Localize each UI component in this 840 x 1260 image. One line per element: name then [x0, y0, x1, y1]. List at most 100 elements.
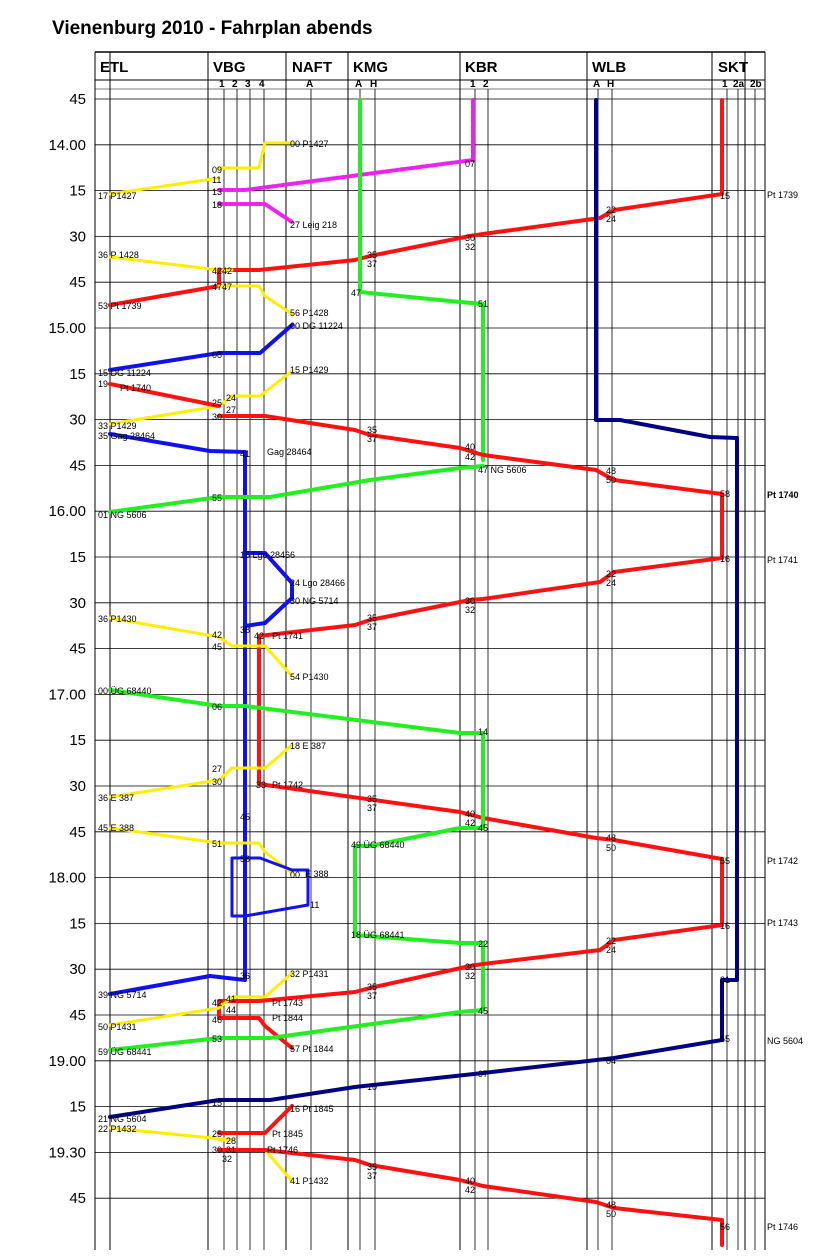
- train-label: 48: [606, 466, 616, 476]
- train-label: 15 P1429: [290, 365, 329, 375]
- time-label: 19.30: [48, 1144, 86, 1161]
- right-train-label: Pt 1739: [767, 190, 798, 200]
- train-path-yellow: [108, 176, 221, 196]
- train-label: E 388: [305, 869, 329, 879]
- train-label: 15: [720, 191, 730, 201]
- train-label: 42: [212, 998, 222, 1008]
- train-label: 50: [606, 475, 616, 485]
- time-label: 30: [69, 961, 86, 978]
- train-label: Pt 1742: [272, 780, 303, 790]
- train-label: 48: [606, 833, 616, 843]
- train-label: 16 Pt 1845: [290, 1104, 334, 1114]
- train-label: 07: [478, 1069, 488, 1079]
- train-path-red: [217, 923, 724, 1050]
- train-label: 24: [606, 214, 616, 224]
- train-label: 00 ÜG 68440: [98, 686, 152, 696]
- train-label: 31: [720, 975, 730, 985]
- train-label: 40: [465, 442, 475, 452]
- train-label: 18 E 387: [290, 741, 326, 751]
- train-path-navy: [108, 98, 739, 1119]
- track-label: 1: [219, 79, 225, 90]
- train-path-red: [217, 414, 724, 560]
- train-label: 45 E 388: [98, 823, 134, 833]
- train-label: 4242: [212, 266, 232, 276]
- train-label: 33: [256, 780, 266, 790]
- track-label: 1: [470, 79, 476, 90]
- station-name: KMG: [353, 59, 388, 76]
- train-label: 16: [720, 921, 730, 931]
- train-label: 30: [212, 1145, 222, 1155]
- train-label: 56 P1428: [290, 308, 329, 318]
- train-path-red: [217, 1104, 294, 1135]
- train-label: 49 ÜG 68440: [351, 840, 405, 850]
- train-label: 30: [465, 596, 475, 606]
- right-train-labels: Pt 1739 Pt 1740 Pt 1741 Pt 1742 Pt 1743 NG 56…: [767, 190, 803, 1232]
- train-label: 22: [606, 936, 616, 946]
- train-label: 51: [478, 299, 488, 309]
- train-label: 39 NG 5714: [98, 990, 147, 1000]
- train-label: 30 NG 5714: [290, 596, 339, 606]
- train-label: 32: [465, 242, 475, 252]
- train-label: 27: [226, 405, 236, 415]
- train-label: 30: [212, 412, 222, 422]
- train-label: 37: [367, 803, 377, 813]
- right-train-label: Pt 1740: [767, 490, 799, 500]
- train-path-magenta: [217, 202, 294, 224]
- train-path-blue: [230, 856, 310, 918]
- train-label: 47 NG 5606: [478, 465, 527, 475]
- train-label: 37: [367, 991, 377, 1001]
- train-label: 48: [606, 1200, 616, 1210]
- track-label: 2a: [733, 79, 745, 90]
- train-label: 30: [212, 777, 222, 787]
- train-label: 47: [351, 288, 361, 298]
- track-label: 2: [232, 79, 238, 90]
- train-path-yellow: [108, 971, 294, 1027]
- time-label: 30: [69, 778, 86, 795]
- train-label: 00: [290, 870, 300, 880]
- train-label: 32: [222, 1154, 232, 1164]
- train-label: 18: [212, 200, 222, 210]
- train-label: 50: [606, 1209, 616, 1219]
- time-label: 14.00: [48, 137, 86, 154]
- train-path-yellow: [108, 1126, 234, 1142]
- train-label: 58: [720, 489, 730, 499]
- train-label: 50: [606, 843, 616, 853]
- train-label: 42: [465, 818, 475, 828]
- train-label: 11: [212, 175, 221, 185]
- train-label: 56: [240, 854, 250, 864]
- train-label: 24: [606, 578, 616, 588]
- time-label: 15.00: [48, 320, 86, 337]
- train-label: 32: [465, 971, 475, 981]
- train-label: 44: [226, 1005, 236, 1015]
- train-label: 54 P1430: [290, 672, 329, 682]
- train-label: 04: [606, 1056, 616, 1066]
- time-label: 45: [69, 824, 86, 841]
- train-path-yellow: [108, 743, 294, 799]
- station-name: NAFT: [292, 59, 332, 76]
- train-path-yellow: [217, 284, 294, 316]
- train-label: 28: [226, 1136, 236, 1146]
- train-path-blue: [108, 432, 247, 996]
- train-label: 45: [212, 642, 222, 652]
- station-name: WLB: [592, 59, 626, 76]
- train-label: 35: [367, 613, 377, 623]
- right-train-label: NG 5604: [767, 1036, 803, 1046]
- train-label: 25: [212, 1129, 222, 1139]
- train-path-yellow: [108, 826, 294, 875]
- train-path-blue: [243, 551, 294, 628]
- train-label: 24: [606, 945, 616, 955]
- train-label: 45: [478, 823, 488, 833]
- train-path-blue: [108, 323, 294, 372]
- train-label: 09: [212, 165, 222, 175]
- train-label: 27: [212, 764, 222, 774]
- train-path-red: [108, 268, 221, 307]
- train-label: 37: [367, 434, 377, 444]
- station-name: ETL: [100, 59, 128, 76]
- right-train-label: Pt 1742: [767, 856, 798, 866]
- station-name: KBR: [465, 59, 498, 76]
- train-label: 53 Pt 1739: [98, 301, 142, 311]
- train-label: 33 P1429: [98, 421, 137, 431]
- train-label: 42: [212, 630, 222, 640]
